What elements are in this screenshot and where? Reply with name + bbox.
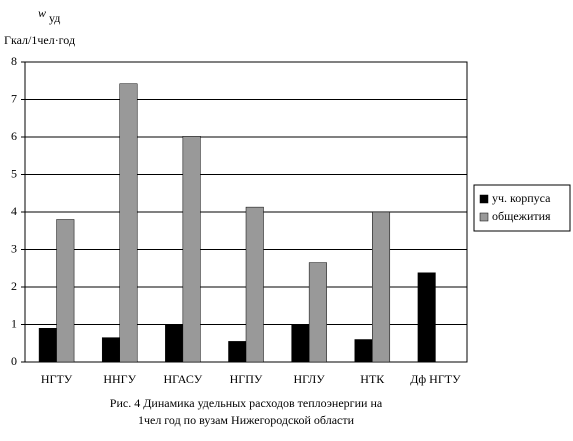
bar xyxy=(245,206,264,363)
bar xyxy=(417,272,436,363)
y-tick-label: 5 xyxy=(11,166,17,180)
y-tick-label: 2 xyxy=(11,279,17,293)
x-tick-label: Дф НГТУ xyxy=(410,372,461,386)
x-tick-label: НГТУ xyxy=(41,372,73,386)
y-tick-label: 4 xyxy=(11,204,17,218)
bar xyxy=(119,83,138,363)
x-tick-label: ННГУ xyxy=(103,372,136,386)
bar xyxy=(56,219,75,363)
y-label-subscript: уд xyxy=(49,11,60,25)
x-tick-label: НТК xyxy=(360,372,385,386)
legend-box xyxy=(473,184,571,232)
bar xyxy=(228,341,247,363)
bar xyxy=(38,328,57,363)
y-tick-label: 7 xyxy=(11,91,17,105)
x-tick-label: НГПУ xyxy=(230,372,263,386)
bar xyxy=(291,324,310,363)
legend-label: общежития xyxy=(492,209,551,223)
bar xyxy=(182,136,201,363)
bar xyxy=(372,211,391,363)
x-tick-label: НГАСУ xyxy=(163,372,202,386)
y-tick-label: 1 xyxy=(11,316,17,330)
y-tick-label: 3 xyxy=(11,241,17,255)
caption-line: Рис. 4 Динамика удельных расходов теплоэ… xyxy=(110,396,383,410)
legend-label: уч. корпуса xyxy=(492,191,551,205)
x-tick-label: НГЛУ xyxy=(293,372,325,386)
y-tick-label: 6 xyxy=(11,129,17,143)
y-tick-label: 8 xyxy=(11,54,17,68)
bar xyxy=(165,324,184,363)
bar xyxy=(308,262,327,363)
y-label-unit: Гкал/1чел·год xyxy=(4,33,75,47)
y-label-symbol: w xyxy=(38,6,46,20)
bar xyxy=(101,337,120,363)
y-tick-label: 0 xyxy=(11,354,17,368)
caption-line: 1чел год по вузам Нижегородской области xyxy=(138,413,355,427)
bar xyxy=(354,339,373,363)
legend-swatch xyxy=(479,194,489,204)
legend-swatch xyxy=(479,212,489,222)
